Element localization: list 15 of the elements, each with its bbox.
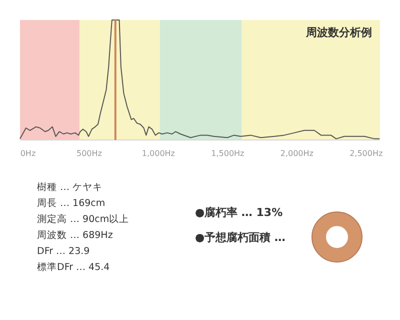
- text: DFr … 23.9: [37, 246, 90, 257]
- text: 樹種 … ケヤキ: [37, 181, 103, 193]
- x-tick-label: 1,000Hz: [142, 149, 176, 158]
- text: 周波数 … 689Hz: [37, 229, 113, 241]
- x-tick-label: 2,500Hz: [350, 149, 383, 158]
- text: 測定高 … 90cm以上: [37, 213, 130, 225]
- text: ●予想腐朽面積 …: [195, 231, 286, 244]
- text: 周長 … 169cm: [37, 198, 106, 209]
- x-tick-label: 500Hz: [76, 149, 102, 158]
- x-tick-label: 2,000Hz: [280, 149, 314, 158]
- x-tick-label: 0Hz: [20, 149, 36, 158]
- x-tick-label: 1,500Hz: [211, 149, 244, 158]
- text: 標準DFr … 45.4: [37, 261, 110, 273]
- text: ●腐朽率 … 13%: [195, 206, 283, 219]
- text: 周波数分析例: [305, 26, 372, 39]
